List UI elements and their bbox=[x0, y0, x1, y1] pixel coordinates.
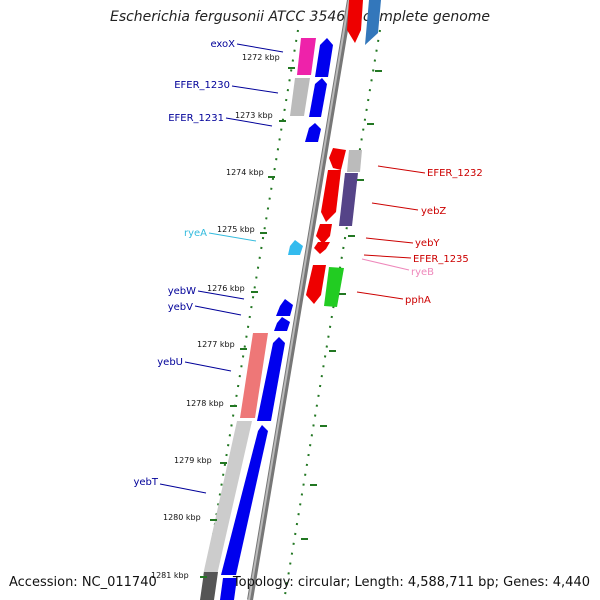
topology-text: Topology: circular; Length: 4,588,711 bp… bbox=[232, 575, 590, 590]
left-labels: exoX EFER_1230 EFER_1231 ryeA yebW yebV … bbox=[133, 39, 284, 494]
leader-line bbox=[194, 305, 242, 316]
leader-line bbox=[231, 85, 279, 94]
gene-block-yebT-gray bbox=[203, 421, 252, 575]
rna-ryeA bbox=[288, 240, 303, 255]
gene-arrow-bottom bbox=[220, 578, 237, 600]
gene-block-yebU-salmon bbox=[240, 333, 268, 418]
gene-label-yebZ[interactable]: yebZ bbox=[421, 206, 446, 217]
gene-arrow-yebT bbox=[221, 425, 268, 575]
gene-label-pphA[interactable]: pphA bbox=[405, 295, 431, 306]
tick-label: 1275 kbp bbox=[217, 225, 255, 234]
tick-label: 1274 kbp bbox=[226, 168, 264, 177]
gene-label-EFER_1231[interactable]: EFER_1231 bbox=[168, 113, 224, 124]
gene-arrow-EFER_1232 bbox=[329, 148, 346, 170]
gene-arrow-yebV bbox=[274, 317, 290, 331]
leader-line bbox=[159, 483, 207, 494]
gene-label-ryeA[interactable]: ryeA bbox=[184, 228, 207, 239]
tick-label: 1278 kbp bbox=[186, 399, 224, 408]
tick-label: 1273 kbp bbox=[235, 111, 273, 120]
gene-block-bottom-dark bbox=[200, 572, 218, 600]
accession-text: Accession: NC_011740 bbox=[9, 575, 157, 590]
leader-line bbox=[236, 43, 284, 53]
gene-label-yebW[interactable]: yebW bbox=[168, 286, 196, 297]
tick-label: 1279 kbp bbox=[174, 456, 212, 465]
tick-label: 1272 kbp bbox=[242, 53, 280, 62]
leader-line bbox=[184, 361, 232, 372]
gene-arrow-yebY bbox=[316, 224, 332, 244]
gene-arrow-yebZ bbox=[321, 170, 341, 222]
leader-line bbox=[361, 258, 410, 271]
tick-label: 1277 kbp bbox=[197, 340, 235, 349]
gene-arrow-EFER_1235 bbox=[314, 242, 330, 254]
leader-line bbox=[197, 290, 245, 300]
gene-label-yebY[interactable]: yebY bbox=[415, 238, 440, 249]
leader-line bbox=[377, 165, 426, 174]
gene-block-yebZ-purple bbox=[339, 173, 358, 226]
right-tick-group bbox=[301, 70, 382, 540]
genome-title: Escherichia fergusonii ATCC 35469, compl… bbox=[109, 9, 491, 25]
leader-line bbox=[363, 254, 412, 259]
gene-label-EFER_1235[interactable]: EFER_1235 bbox=[413, 254, 469, 265]
gene-arrow-EFER_1230 bbox=[309, 78, 327, 117]
gene-label-EFER_1232[interactable]: EFER_1232 bbox=[427, 168, 483, 179]
tick-label: 1281 kbp bbox=[151, 571, 189, 580]
partial-reverse-cds-top bbox=[347, 0, 363, 43]
gene-label-yebT[interactable]: yebT bbox=[133, 477, 158, 488]
gene-arrow-pphA bbox=[306, 265, 326, 304]
leader-line bbox=[371, 202, 419, 211]
gene-block-EFER_1232-gray bbox=[347, 150, 362, 172]
gene-label-yebV[interactable]: yebV bbox=[168, 302, 193, 313]
backbone-highlight bbox=[248, 0, 350, 600]
tick-label: 1280 kbp bbox=[163, 513, 201, 522]
gene-label-ryeB[interactable]: ryeB bbox=[411, 267, 434, 278]
gene-block-pphA-green bbox=[324, 267, 344, 307]
gene-label-EFER_1230[interactable]: EFER_1230 bbox=[174, 80, 230, 91]
gene-label-exoX[interactable]: exoX bbox=[210, 39, 235, 50]
right-labels: EFER_1232 yebZ yebY EFER_1235 ryeB pphA bbox=[356, 165, 483, 306]
gene-label-yebU[interactable]: yebU bbox=[157, 357, 183, 368]
gene-arrow-yebW bbox=[276, 299, 293, 316]
gene-block-exoX-pink bbox=[297, 38, 316, 75]
gene-arrow-yebU bbox=[257, 337, 285, 421]
leader-line bbox=[208, 232, 257, 242]
leader-line bbox=[365, 237, 414, 244]
leader-line bbox=[225, 117, 273, 127]
leader-line bbox=[356, 291, 404, 300]
gene-block-EFER_1230-gray bbox=[290, 78, 310, 116]
gene-arrow-EFER_1231 bbox=[305, 123, 321, 142]
tick-label: 1276 kbp bbox=[207, 284, 245, 293]
partial-feature-top bbox=[365, 0, 381, 45]
gene-arrow-exoX bbox=[315, 38, 333, 77]
tick-group: 1272 kbp 1273 kbp 1274 kbp 1275 kbp 1276… bbox=[151, 53, 295, 580]
